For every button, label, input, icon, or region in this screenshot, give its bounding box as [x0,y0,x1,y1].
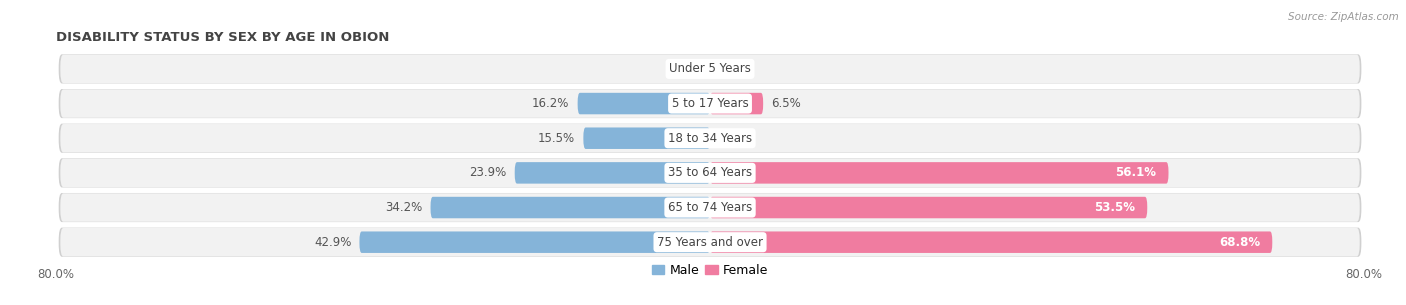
FancyBboxPatch shape [60,55,1360,83]
FancyBboxPatch shape [59,54,1361,84]
FancyBboxPatch shape [710,162,1168,184]
FancyBboxPatch shape [59,228,1361,257]
Text: 65 to 74 Years: 65 to 74 Years [668,201,752,214]
Text: 15.5%: 15.5% [538,132,575,145]
Text: 23.9%: 23.9% [470,167,506,179]
FancyBboxPatch shape [59,158,1361,188]
Text: 18 to 34 Years: 18 to 34 Years [668,132,752,145]
FancyBboxPatch shape [59,89,1361,118]
Text: Under 5 Years: Under 5 Years [669,63,751,75]
FancyBboxPatch shape [710,231,1272,253]
Text: 5 to 17 Years: 5 to 17 Years [672,97,748,110]
Text: 35 to 64 Years: 35 to 64 Years [668,167,752,179]
FancyBboxPatch shape [59,124,1361,153]
Text: 6.5%: 6.5% [772,97,801,110]
FancyBboxPatch shape [60,124,1360,152]
Text: 56.1%: 56.1% [1115,167,1156,179]
Text: 34.2%: 34.2% [385,201,422,214]
Text: DISABILITY STATUS BY SEX BY AGE IN OBION: DISABILITY STATUS BY SEX BY AGE IN OBION [56,30,389,44]
FancyBboxPatch shape [583,127,710,149]
FancyBboxPatch shape [60,228,1360,257]
FancyBboxPatch shape [60,193,1360,222]
FancyBboxPatch shape [59,193,1361,222]
Text: 42.9%: 42.9% [314,236,352,249]
Text: 75 Years and over: 75 Years and over [657,236,763,249]
FancyBboxPatch shape [430,197,710,218]
Text: 16.2%: 16.2% [531,97,569,110]
FancyBboxPatch shape [60,89,1360,118]
Text: 0.0%: 0.0% [718,63,748,75]
Text: 68.8%: 68.8% [1219,236,1260,249]
FancyBboxPatch shape [360,231,710,253]
Text: 53.5%: 53.5% [1094,201,1135,214]
Text: 0.0%: 0.0% [672,63,702,75]
FancyBboxPatch shape [515,162,710,184]
Legend: Male, Female: Male, Female [647,259,773,282]
FancyBboxPatch shape [578,93,710,114]
FancyBboxPatch shape [710,93,763,114]
Text: Source: ZipAtlas.com: Source: ZipAtlas.com [1288,12,1399,22]
FancyBboxPatch shape [60,159,1360,187]
FancyBboxPatch shape [710,197,1147,218]
Text: 0.0%: 0.0% [718,132,748,145]
